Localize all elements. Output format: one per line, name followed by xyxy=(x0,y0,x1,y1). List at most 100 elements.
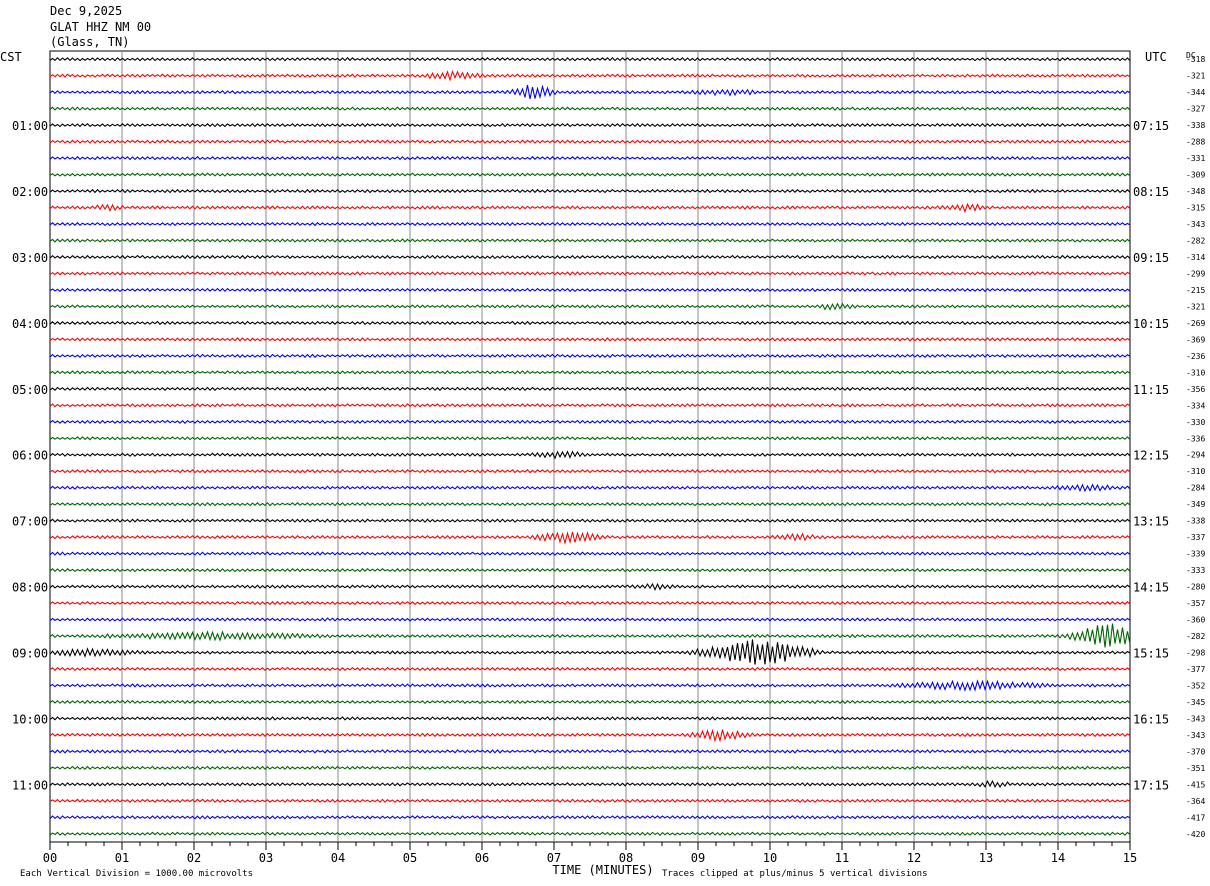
trace-line xyxy=(49,436,1131,441)
dc-offset-label: -334 xyxy=(1186,401,1205,410)
trace-line xyxy=(49,831,1131,836)
trace-line xyxy=(49,815,1131,820)
trace-line xyxy=(49,139,1131,144)
dc-offset-label: -348 xyxy=(1186,187,1205,196)
cst-label: CST xyxy=(0,50,22,64)
dc-offset-label: -280 xyxy=(1186,583,1205,592)
trace-line xyxy=(49,271,1131,276)
trace-line xyxy=(49,798,1131,803)
utc-hour-label: 13:15 xyxy=(1133,515,1169,529)
x-tick-label: 11 xyxy=(835,851,849,865)
trace-line xyxy=(49,450,1131,460)
station-label: GLAT HHZ NM 00 xyxy=(50,20,152,34)
dc-offset-label: -299 xyxy=(1186,269,1205,278)
clip-note: Traces clipped at plus/minus 5 vertical … xyxy=(662,869,928,879)
dc-offset-label: -357 xyxy=(1186,599,1205,608)
dc-offset-label: -343 xyxy=(1186,714,1205,723)
dc-offset-label: -315 xyxy=(1186,204,1205,213)
location-label: (Glass, TN) xyxy=(50,35,130,49)
dc-offset-label: -338 xyxy=(1186,121,1205,130)
utc-label: UTC xyxy=(1145,50,1167,64)
utc-hour-label: 14:15 xyxy=(1133,581,1169,595)
x-tick-label: 12 xyxy=(907,851,921,865)
trace-line xyxy=(49,172,1131,177)
x-tick-label: 09 xyxy=(691,851,705,865)
cst-hour-label: 08:00 xyxy=(12,581,48,595)
trace-line xyxy=(49,582,1131,592)
dc-offset-label: -352 xyxy=(1186,681,1205,690)
trace-line xyxy=(49,483,1131,493)
x-tick-label: 00 xyxy=(43,851,57,865)
trace-line xyxy=(49,254,1131,260)
utc-hour-label: 11:15 xyxy=(1133,383,1169,397)
dc-offset-label: -269 xyxy=(1186,319,1205,328)
trace-line xyxy=(49,699,1131,705)
x-tick-label: 10 xyxy=(763,851,777,865)
trace-line xyxy=(49,501,1131,507)
trace-line xyxy=(49,155,1131,161)
cst-hour-label: 09:00 xyxy=(12,646,48,660)
dc-offset-label: -364 xyxy=(1186,797,1205,806)
dc-offset-label: -298 xyxy=(1186,648,1205,657)
trace-line xyxy=(49,69,1131,82)
trace-line xyxy=(49,238,1131,243)
dc-offset-label: -309 xyxy=(1186,171,1205,180)
dc-offset-label: -236 xyxy=(1186,352,1205,361)
dc-offset-label: -310 xyxy=(1186,368,1205,377)
trace-line xyxy=(49,188,1131,194)
trace-line xyxy=(49,302,1131,311)
dc-offset-label: -331 xyxy=(1186,154,1205,163)
dc-offset-label: -417 xyxy=(1186,813,1205,822)
trace-line xyxy=(49,56,1131,62)
trace-line xyxy=(49,84,1131,100)
trace-line xyxy=(49,716,1131,721)
dc-offset-label: -338 xyxy=(1186,517,1205,526)
trace-line xyxy=(49,531,1131,546)
dc-offset-label: -330 xyxy=(1186,418,1205,427)
dc-offset-label: -321 xyxy=(1186,72,1205,81)
trace-line xyxy=(49,403,1131,408)
dc-offset-label: -344 xyxy=(1186,88,1205,97)
dc-offset-label: -415 xyxy=(1186,780,1205,789)
dc-offset-label: -377 xyxy=(1186,665,1205,674)
dc-offset-label: -339 xyxy=(1186,550,1205,559)
plot-frame xyxy=(49,50,1131,843)
dc-offset-label: -294 xyxy=(1186,451,1205,460)
trace-line xyxy=(49,617,1131,622)
trace-line xyxy=(49,765,1131,770)
dc-offset-label: -336 xyxy=(1186,434,1205,443)
x-tick-label: 08 xyxy=(619,851,633,865)
dc-offset-label: -215 xyxy=(1186,286,1205,295)
dc-offset-label: -360 xyxy=(1186,616,1205,625)
trace-line xyxy=(49,551,1131,556)
x-axis-label: TIME (MINUTES) xyxy=(552,863,653,877)
cst-hour-label: 03:00 xyxy=(12,251,48,265)
x-tick-label: 04 xyxy=(331,851,345,865)
trace-line xyxy=(49,386,1131,392)
dc-offset-label: -333 xyxy=(1186,566,1205,575)
trace-line xyxy=(49,202,1131,214)
trace-line xyxy=(49,106,1131,111)
x-tick-label: 13 xyxy=(979,851,993,865)
utc-hour-label: 09:15 xyxy=(1133,251,1169,265)
utc-hour-label: 16:15 xyxy=(1133,712,1169,726)
x-tick-label: 01 xyxy=(115,851,129,865)
cst-hour-label: 02:00 xyxy=(12,185,48,199)
dc-label: DC xyxy=(1186,51,1196,60)
dc-offset-label: -343 xyxy=(1186,731,1205,740)
x-tick-label: 02 xyxy=(187,851,201,865)
cst-hour-label: 04:00 xyxy=(12,317,48,331)
trace-line xyxy=(49,287,1131,293)
dc-offset-label: -314 xyxy=(1186,253,1205,262)
utc-hour-label: 07:15 xyxy=(1133,119,1169,133)
trace-line xyxy=(49,666,1131,672)
x-tick-label: 07 xyxy=(547,851,561,865)
trace-line xyxy=(49,419,1131,424)
x-tick-label: 14 xyxy=(1051,851,1065,865)
x-tick-label: 15 xyxy=(1123,851,1137,865)
x-tick-label: 05 xyxy=(403,851,417,865)
x-tick-label: 06 xyxy=(475,851,489,865)
trace-line xyxy=(49,639,1131,665)
cst-hour-label: 07:00 xyxy=(12,515,48,529)
utc-hour-label: 15:15 xyxy=(1133,646,1169,660)
